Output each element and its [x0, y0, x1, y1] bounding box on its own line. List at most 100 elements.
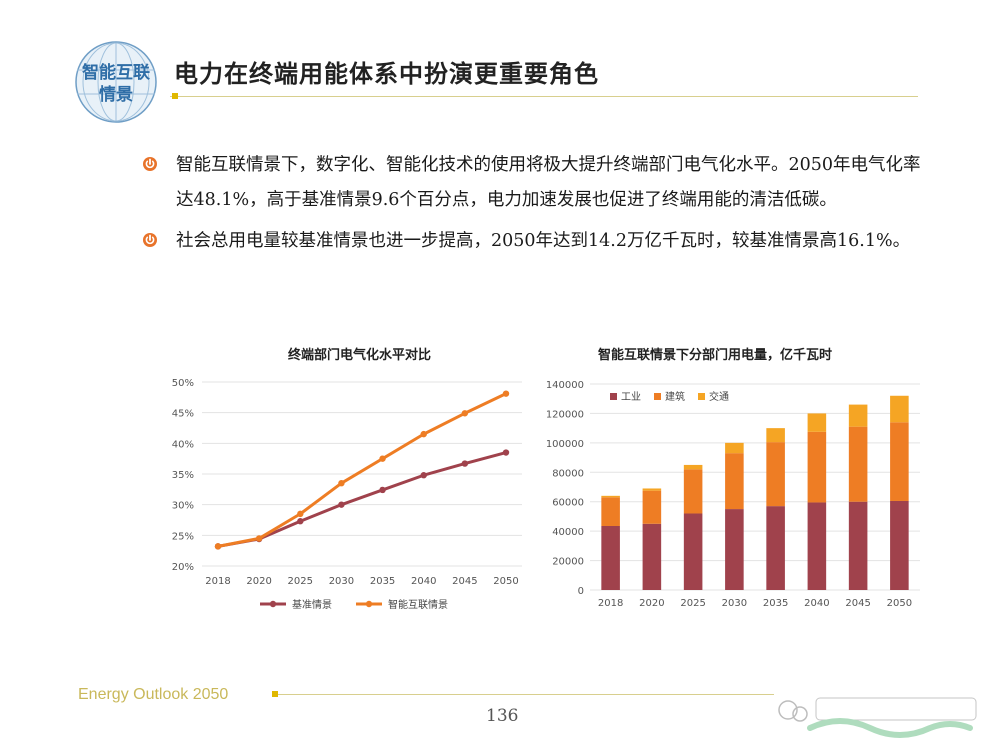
y-tick-label: 0	[578, 586, 584, 597]
bar-segment	[725, 453, 744, 510]
legend-label: 建筑	[665, 390, 685, 403]
x-tick-label: 2018	[598, 598, 623, 609]
legend-label: 工业	[621, 391, 641, 403]
bar-segment	[601, 525, 620, 590]
title-accent-dot	[172, 93, 178, 99]
bullet-text: 智能互联情景下，数字化、智能化技术的使用将极大提升终端部门电气化水平。2050年…	[176, 155, 921, 210]
footer-divider	[274, 694, 774, 695]
data-point	[255, 535, 263, 542]
bar-segment	[807, 413, 827, 432]
bar-segment	[725, 442, 744, 454]
bar-segment	[683, 513, 703, 590]
bar-segment	[807, 502, 827, 590]
bar-segment	[601, 497, 620, 526]
data-point	[420, 472, 427, 479]
data-point	[379, 486, 386, 494]
page-title: 电力在终端用能体系中扮演更重要角色	[174, 60, 599, 88]
y-tick-label: 25%	[172, 531, 194, 542]
bullet-item: 智能互联情景下，数字化、智能化技术的使用将极大提升终端部门电气化水平。2050年…	[140, 148, 930, 218]
y-tick-label: 20%	[172, 562, 194, 573]
bar-segment	[683, 469, 703, 514]
power-bullet-icon	[143, 157, 157, 171]
data-point	[502, 390, 510, 397]
power-bullet-icon	[143, 233, 157, 247]
bar-segment	[642, 490, 662, 524]
x-tick-label: 2020	[639, 598, 664, 609]
data-point	[379, 455, 386, 462]
x-tick-label: 2040	[411, 576, 436, 587]
bar-segment	[848, 426, 868, 502]
x-tick-label: 2025	[680, 598, 705, 609]
bullet-list: 智能互联情景下，数字化、智能化技术的使用将极大提升终端部门电气化水平。2050年…	[140, 148, 930, 265]
data-point	[338, 480, 345, 487]
y-tick-label: 60000	[552, 498, 584, 509]
bar-segment	[890, 422, 909, 501]
bar-segment	[848, 404, 868, 427]
logo-text-line1: 智能互联	[82, 62, 150, 83]
legend-swatch	[654, 393, 661, 400]
bar-segment	[642, 488, 662, 491]
x-tick-label: 2045	[452, 576, 477, 587]
x-tick-label: 2040	[804, 598, 829, 609]
data-point	[461, 410, 469, 417]
y-tick-label: 45%	[172, 409, 194, 420]
series-line	[217, 392, 507, 548]
y-tick-label: 20000	[552, 557, 584, 568]
x-tick-label: 2018	[205, 576, 230, 587]
footer-brand: Energy Outlook 2050	[78, 686, 229, 703]
data-point	[297, 510, 304, 518]
x-tick-label: 2050	[493, 576, 518, 587]
bar-segment	[683, 464, 703, 470]
footer-accent-dot	[272, 691, 278, 697]
bar-segment	[807, 431, 827, 503]
bar-segment	[725, 509, 744, 590]
bar-segment	[766, 506, 785, 590]
x-tick-label: 2020	[246, 576, 271, 587]
logo-text-line2: 情景	[99, 84, 133, 105]
y-tick-label: 120000	[546, 409, 584, 420]
y-tick-label: 80000	[552, 468, 584, 479]
page-number: 136	[486, 706, 519, 726]
y-tick-label: 100000	[546, 439, 584, 450]
bar-segment	[766, 428, 785, 443]
data-point	[214, 543, 222, 550]
line-chart-title: 终端部门电气化水平对比	[288, 348, 432, 363]
logo-badge: 智能互联 情景	[75, 41, 157, 123]
line-chart: 20% 25% 30% 35% 40% 45% 50% 2018 2020 2025 2030 203…	[172, 378, 522, 611]
x-tick-label: 2030	[722, 598, 747, 609]
legend-label: 交通	[709, 390, 729, 403]
x-tick-label: 2035	[370, 576, 395, 587]
y-tick-label: 50%	[172, 378, 194, 389]
title-divider	[170, 96, 918, 97]
bar-segment	[848, 501, 868, 590]
legend-label: 基准情景	[292, 598, 332, 611]
data-point	[461, 460, 469, 467]
bar-chart: 0 20000 40000 60000 80000 100000 120000 140000 2…	[546, 380, 920, 609]
legend-label: 智能互联情景	[388, 598, 448, 611]
bar-chart-title: 智能互联情景下分部门用电量，亿千瓦时	[598, 348, 833, 363]
y-tick-label: 40000	[552, 527, 584, 538]
bar-segment	[642, 523, 662, 590]
x-tick-label: 2035	[763, 598, 788, 609]
x-tick-label: 2025	[288, 576, 313, 587]
bar-segment	[890, 395, 909, 423]
series-line	[217, 451, 507, 548]
y-tick-label: 40%	[172, 439, 194, 450]
y-tick-label: 30%	[172, 501, 194, 512]
legend-swatch	[610, 393, 617, 400]
y-tick-label: 35%	[172, 470, 194, 481]
watermark-logo	[778, 697, 977, 738]
data-point	[297, 518, 304, 525]
y-tick-label: 140000	[546, 380, 584, 391]
bar-segment	[766, 442, 785, 507]
bullet-item: 社会总用电量较基准情景也进一步提高，2050年达到14.2万亿千瓦时，较基准情景…	[140, 224, 930, 259]
data-point	[338, 501, 345, 508]
bar-segment	[890, 500, 909, 590]
legend-swatch	[698, 393, 705, 400]
data-point	[502, 449, 510, 456]
bullet-text: 社会总用电量较基准情景也进一步提高，2050年达到14.2万亿千瓦时，较基准情景…	[176, 231, 911, 251]
bar-segment	[601, 495, 620, 498]
legend-marker	[365, 600, 373, 608]
legend-marker	[269, 600, 277, 608]
x-tick-label: 2030	[329, 576, 354, 587]
